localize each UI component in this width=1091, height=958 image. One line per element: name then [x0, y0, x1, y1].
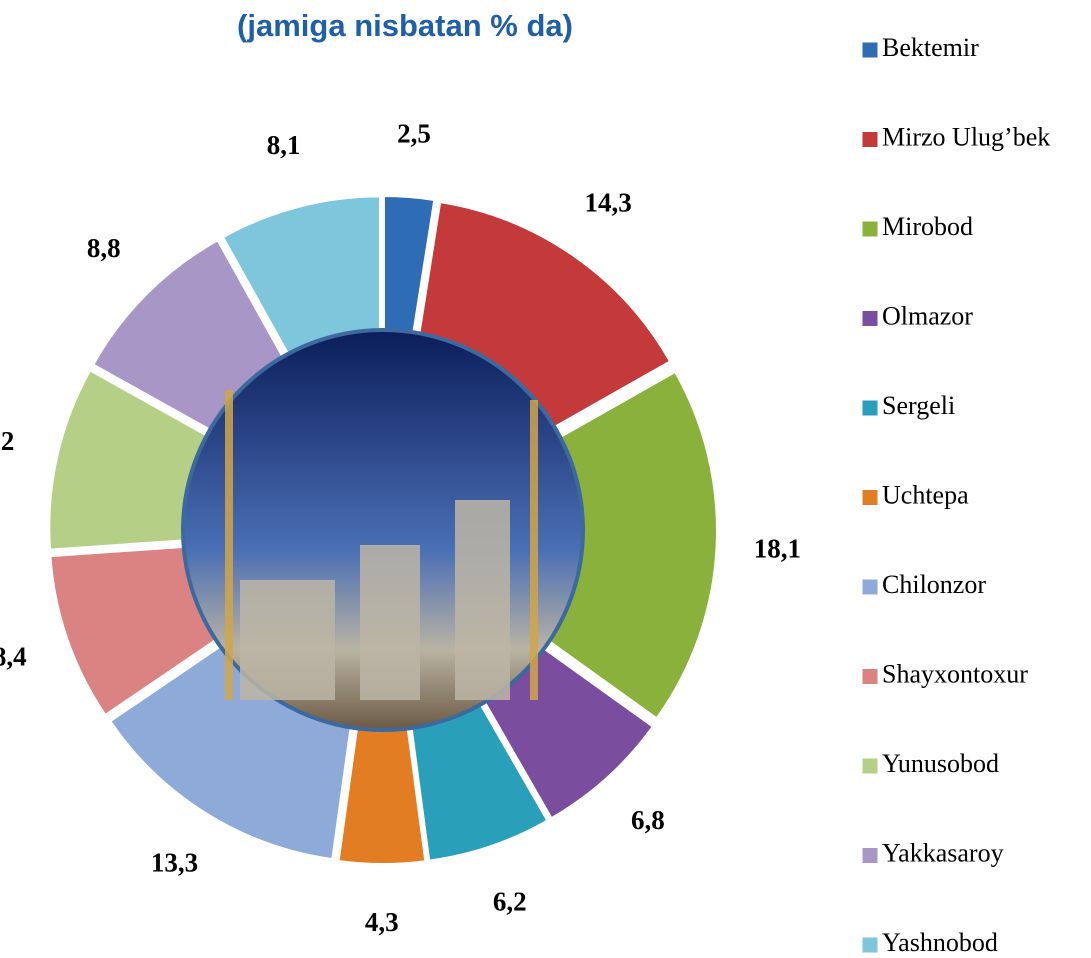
legend-label: Olmazor: [882, 301, 973, 330]
legend-swatch: [861, 847, 879, 864]
legend-label: Sergeli: [882, 391, 955, 420]
data-label: 4,3: [365, 907, 399, 937]
legend-swatch: [861, 41, 879, 59]
data-label: 8,4: [0, 641, 27, 671]
data-label: 14,3: [584, 188, 631, 218]
data-label: 6,2: [493, 886, 527, 916]
data-label: 9,2: [0, 426, 14, 456]
legend-swatch: [861, 399, 879, 417]
data-label: 8,1: [267, 130, 301, 160]
slice: [337, 719, 427, 865]
legend-label: Yunusobod: [882, 749, 999, 778]
legend-label: Mirobod: [882, 212, 973, 241]
data-label: 6,8: [631, 805, 665, 835]
data-label: 8,8: [87, 233, 121, 263]
legend-swatch: [861, 489, 879, 506]
legend-swatch: [861, 131, 879, 148]
legend-label: Chilonzor: [882, 570, 986, 599]
data-label: 18,1: [754, 533, 801, 563]
data-label: 13,3: [151, 848, 198, 878]
data-label: 2,5: [397, 118, 431, 148]
legend-swatch: [861, 220, 879, 238]
legend-swatch: [861, 578, 879, 596]
legend-swatch: [861, 936, 879, 954]
legend-label: Yashnobod: [882, 928, 998, 957]
chart-title: (jamiga nisbatan % da): [237, 8, 573, 43]
legend-label: Uchtepa: [882, 480, 969, 509]
buildings: [225, 390, 538, 700]
legend-label: Bektemir: [882, 33, 979, 62]
legend-label: Mirzo Ulug’bek: [882, 122, 1050, 151]
legend-label: Shayxontoxur: [882, 659, 1028, 688]
legend-swatch: [861, 757, 879, 775]
legend-swatch: [861, 310, 879, 327]
legend-label: Yakkasaroy: [882, 838, 1004, 867]
legend-swatch: [861, 668, 879, 685]
